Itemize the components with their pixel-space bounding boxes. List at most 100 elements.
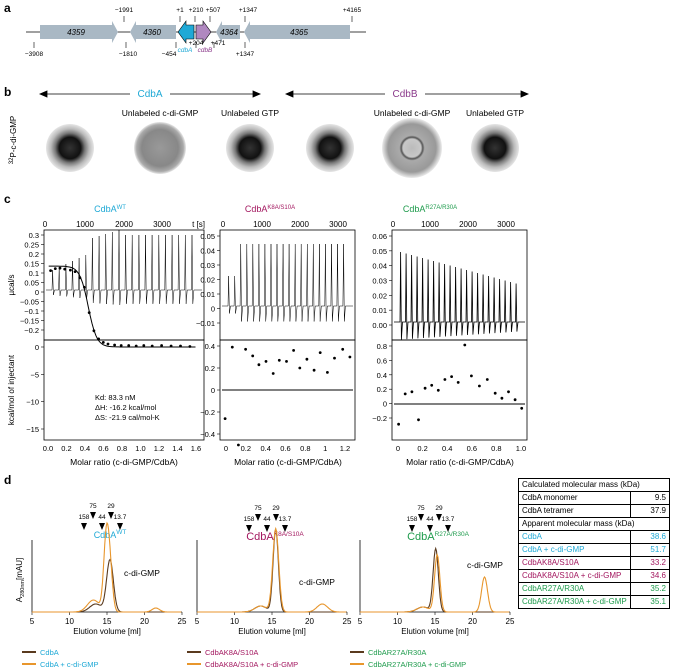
marker-label: 13.7 [279, 516, 292, 523]
fit-curve-wt [48, 265, 196, 348]
marker-label: 44 [263, 516, 271, 523]
itc-title-2: CdbAK8A/S10A [245, 204, 295, 214]
group-label-cdbb: CdbB [392, 89, 417, 100]
data-point [113, 343, 116, 347]
coord-top-1: +1 [176, 7, 184, 14]
data-point [142, 344, 146, 347]
y-tick-label: 0.6 [377, 356, 387, 365]
data-point [312, 368, 316, 372]
y-tick-label: 0.03 [200, 261, 215, 270]
table-row-label: CdbA [518, 530, 631, 544]
x-tick-label: 0.2 [241, 444, 251, 453]
y-tick-label: 0.02 [372, 291, 387, 300]
gene-4364-arrow [216, 21, 240, 43]
panel-label-c: c [4, 192, 11, 206]
data-point [430, 383, 434, 387]
spot-label-6: Unlabeled GTP [466, 108, 524, 118]
y-tick-label: 0.2 [205, 364, 215, 373]
data-point [179, 344, 182, 348]
marker-label: 158 [407, 516, 418, 523]
itc-binding-isotherms [48, 265, 525, 447]
data-point [97, 337, 100, 341]
sec-xlabel: Elution volume [ml] [73, 627, 141, 636]
data-point [410, 390, 414, 394]
sec-xlabel: Elution volume [ml] [401, 627, 469, 636]
data-point [134, 344, 138, 348]
x-tick-label: 0.4 [260, 444, 270, 453]
table-row-value: 35.2 [629, 582, 671, 596]
spot-5 [382, 118, 442, 178]
marker-triangle [418, 514, 424, 521]
marker-triangle [108, 512, 114, 519]
x-tick-label: 0.2 [417, 444, 427, 453]
spot-2 [134, 122, 186, 174]
marker-label: 13.7 [114, 514, 127, 521]
x-tick-label: 1.4 [172, 444, 182, 453]
itc-tick-labels: 0.30.250.20.150.10.050−0.05−0.1−0.15−0.2… [20, 231, 526, 453]
data-point [456, 381, 460, 384]
coord-bot-3: +204 [189, 40, 204, 47]
x-tick-label: 0.4 [80, 444, 90, 453]
x-tick-label: 20 [305, 617, 314, 626]
y-tick-label: −0.4 [200, 430, 215, 439]
data-point [83, 285, 86, 289]
data-point [513, 398, 517, 402]
y-tick-label: −0.2 [200, 408, 215, 417]
itc-title-1: CdbAWT [94, 204, 126, 214]
y-tick-label: −0.05 [20, 298, 39, 307]
marker-label: 75 [254, 505, 262, 512]
marker-triangle [273, 514, 279, 521]
itc-raw-trace-r27a [394, 251, 525, 340]
y-tick-label: −15 [26, 425, 39, 434]
table-row-label: CdbAK8A/S10A + c-di-GMP [518, 569, 631, 583]
marker-triangle [436, 514, 442, 521]
gene-cdbB-arrow [195, 20, 212, 44]
y-tick-label: 0.02 [200, 276, 215, 285]
data-point [470, 374, 473, 378]
data-point [403, 392, 407, 396]
data-point [326, 371, 329, 374]
data-point [443, 378, 447, 381]
fit-ds: ΔS: -21.9 cal/mol-K [95, 413, 160, 422]
gene-4359-arrow [40, 21, 118, 43]
sec-xlabel: Elution volume [ml] [238, 627, 306, 636]
data-point [478, 384, 481, 388]
svg-text:t [s]: t [s] [192, 220, 205, 229]
gene-4365-arrow [244, 21, 350, 43]
marker-triangle [255, 514, 261, 521]
data-point [73, 270, 77, 273]
x-tick-label: 1.6 [191, 444, 201, 453]
x-tick-label: 0.8 [491, 444, 501, 453]
fit-dh: ΔH: -16.2 kcal/mol [95, 403, 157, 412]
table-head-calc: Calculated molecular mass (kDa) [518, 478, 670, 492]
gene-4364-label: 4364 [220, 28, 238, 37]
coord-bot-0: −3908 [25, 51, 44, 58]
data-point [106, 342, 110, 346]
molecular-mass-table: Calculated molecular mass (kDa) CdbA mon… [518, 478, 671, 609]
marker-label: 29 [107, 503, 115, 510]
data-point [341, 347, 345, 351]
marker-label: 75 [417, 505, 425, 512]
y-tick-label: −0.1 [24, 307, 39, 316]
y-tick-label: 0 [211, 386, 215, 395]
panel-label-b: b [4, 85, 11, 99]
table-row-value: 37.9 [629, 504, 671, 518]
x-tick-label: 15 [268, 617, 277, 626]
data-point [277, 358, 281, 362]
data-point [63, 267, 67, 271]
trace-cdba-cdigmp [32, 521, 182, 613]
sec-title: CdbAR27A/R30A [407, 531, 470, 543]
marker-triangle [409, 525, 415, 532]
svg-text:2000: 2000 [459, 220, 477, 229]
table-row-value: 35.1 [629, 595, 671, 609]
data-point [251, 354, 255, 358]
marker-triangle [90, 512, 96, 519]
data-point [507, 390, 510, 394]
x-tick-label: 10 [393, 617, 402, 626]
spot-3 [226, 124, 274, 172]
x-tick-label: 0.4 [442, 444, 452, 453]
spot-6 [471, 124, 519, 172]
svg-text:0: 0 [391, 220, 396, 229]
coord-top-0: −1991 [115, 7, 134, 14]
data-point [485, 378, 489, 381]
